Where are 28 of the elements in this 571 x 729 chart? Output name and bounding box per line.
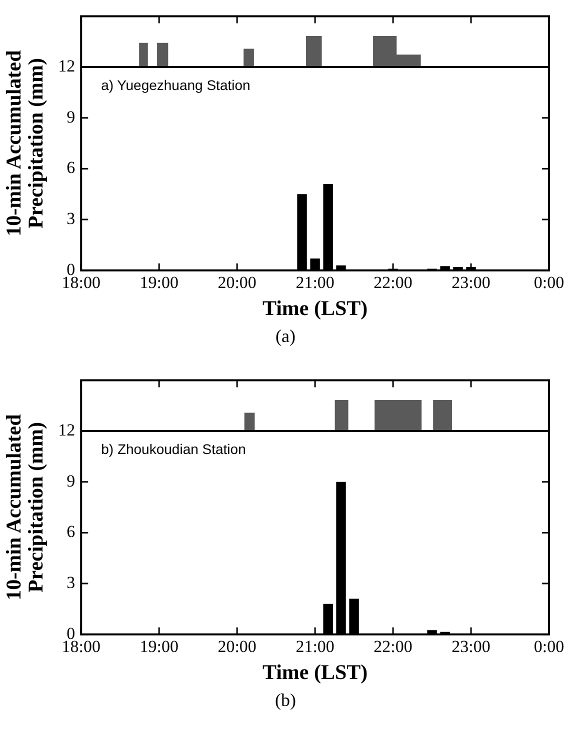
x-tick-label: 20:00	[218, 637, 256, 656]
x-tick-label: 23:00	[452, 273, 490, 292]
x-axis-title: Time (LST)	[262, 660, 368, 684]
y-tick-label: 6	[66, 522, 76, 542]
y-axis-title: 10-min Accumulated Precipitation (mm)	[1, 414, 48, 600]
y-tick-label: 12	[58, 420, 76, 440]
x-tick-label: 21:00	[296, 273, 334, 292]
y-tick-label: 9	[66, 471, 76, 490]
x-axis-title: Time (LST)	[262, 296, 368, 320]
annotation: b) Zhoukoudian Station	[101, 440, 246, 457]
x-tick-label: 22:00	[374, 637, 412, 656]
y-tick-label: 3	[66, 573, 76, 592]
y-tick-label: 6	[66, 158, 76, 178]
x-tick-label: 19:00	[140, 637, 178, 656]
y-axis-title: 10-min Accumulated Precipitation (mm)	[1, 50, 48, 236]
x-tick-label: 22:00	[374, 273, 412, 292]
x-tick-label: 20:00	[218, 273, 256, 292]
annotation: a) Yuegezhuang Station	[101, 76, 250, 93]
text: (a)	[274, 326, 296, 347]
x-tick-label: 0:00	[534, 637, 564, 656]
x-tick-label: 23:00	[452, 637, 490, 656]
y-tick-label: 3	[66, 209, 76, 228]
y-tick-label: 9	[66, 107, 76, 126]
x-tick-label: 19:00	[140, 273, 178, 292]
y-tick-label: 12	[58, 56, 76, 76]
text: (b)	[274, 690, 297, 711]
x-tick-label: 0:00	[534, 273, 564, 292]
x-tick-label: 21:00	[296, 637, 334, 656]
